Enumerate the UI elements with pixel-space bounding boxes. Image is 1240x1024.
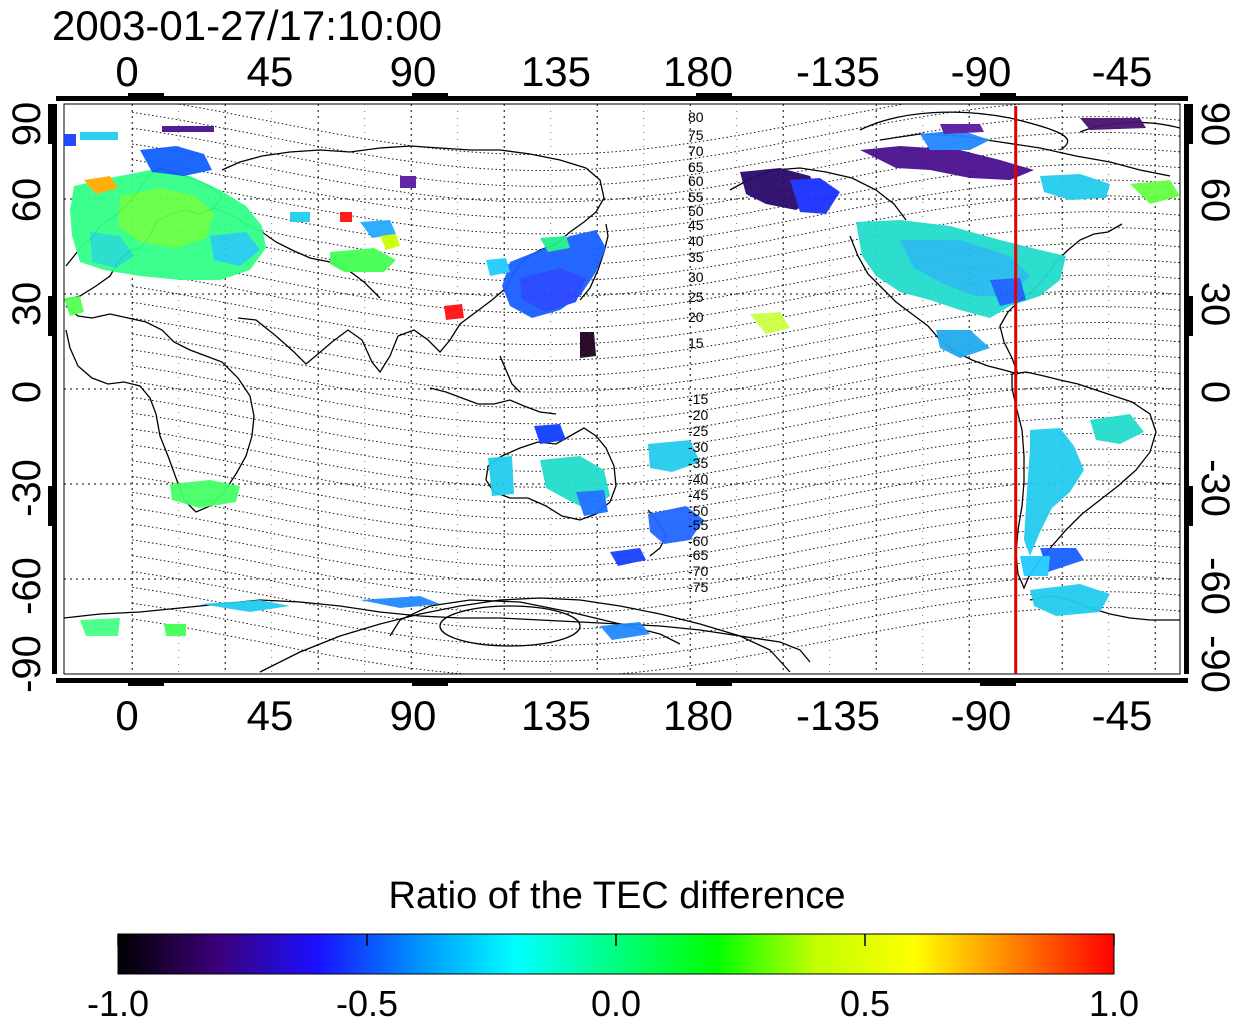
contour-label: 50 <box>688 203 704 219</box>
longitude-tick-label: -90 <box>951 48 1012 95</box>
contour-label: -60 <box>688 533 708 549</box>
latitude-tick-label: 90 <box>1193 102 1237 147</box>
longitude-tick-label: -90 <box>951 692 1012 739</box>
contour-label: -65 <box>688 547 708 563</box>
contour-label: 45 <box>688 217 704 233</box>
longitude-tick-label: 45 <box>247 48 294 95</box>
colorbar-tick-label: 1.0 <box>1089 983 1139 1024</box>
timestamp-title: 2003-01-27/17:10:00 <box>52 2 442 49</box>
latitude-tick-label: -30 <box>1193 459 1237 517</box>
longitude-tick-label: 180 <box>663 48 733 95</box>
longitude-tick-label: 45 <box>247 692 294 739</box>
latitude-tick-label: 0 <box>5 381 49 403</box>
contour-label: 40 <box>688 233 704 249</box>
longitude-tick-label: 90 <box>390 48 437 95</box>
longitude-tick-label: 0 <box>115 48 138 95</box>
contour-label: -45 <box>688 487 708 503</box>
contour-label: -30 <box>688 439 708 455</box>
longitude-tick-label: -135 <box>796 48 880 95</box>
contour-label: -70 <box>688 563 708 579</box>
colorbar-tick-label: 0.5 <box>840 983 890 1024</box>
longitude-labels-bottom: 0 45 90 135 180 -135 -90 -45 <box>115 692 1152 739</box>
longitude-tick-label: -45 <box>1092 692 1153 739</box>
colorbar-tick-label: -0.5 <box>336 983 398 1024</box>
latitude-tick-label: 30 <box>1193 282 1237 327</box>
latitude-tick-label: -90 <box>5 635 49 693</box>
latitude-tick-label: 60 <box>5 178 49 223</box>
axis-frame <box>48 93 1193 686</box>
contour-label: 35 <box>688 249 704 265</box>
latitude-tick-label: 60 <box>1193 178 1237 223</box>
latitude-labels-right: 90 60 30 0 -30 -60 -90 <box>1193 102 1237 693</box>
contour-label: 30 <box>688 269 704 285</box>
tec-data-patches <box>64 118 1180 640</box>
contour-label: 60 <box>688 173 704 189</box>
contour-label: -50 <box>688 503 708 519</box>
longitude-tick-label: 180 <box>663 692 733 739</box>
longitude-tick-label: -45 <box>1092 48 1153 95</box>
contour-label: -55 <box>688 517 708 533</box>
contour-label: 25 <box>688 289 704 305</box>
contour-label: 20 <box>688 309 704 325</box>
contour-label: 80 <box>688 109 704 125</box>
contour-label: -15 <box>688 391 708 407</box>
latitude-labels-left: 90 60 30 0 -30 -60 -90 <box>5 102 49 693</box>
latitude-tick-label: 0 <box>1193 381 1237 403</box>
longitude-tick-label: 0 <box>115 692 138 739</box>
colorbar-tick-label: 0.0 <box>591 983 641 1024</box>
contour-label: -25 <box>688 423 708 439</box>
contour-label: -40 <box>688 471 708 487</box>
colorbar-tick-label: -1.0 <box>87 983 149 1024</box>
contour-label: 55 <box>688 189 704 205</box>
contour-label: 75 <box>688 127 704 143</box>
latitude-tick-label: -60 <box>1193 557 1237 615</box>
latitude-tick-label: 30 <box>5 282 49 327</box>
contour-label: 15 <box>688 335 704 351</box>
longitude-labels-top: 0 45 90 135 180 -135 -90 -45 <box>115 48 1152 95</box>
latitude-tick-label: 90 <box>5 102 49 147</box>
latitude-tick-label: -60 <box>5 557 49 615</box>
contour-label: -35 <box>688 455 708 471</box>
contour-label: 70 <box>688 143 704 159</box>
longitude-tick-label: -135 <box>796 692 880 739</box>
latitude-tick-label: -30 <box>5 459 49 517</box>
longitude-tick-label: 135 <box>521 692 591 739</box>
contour-label: -20 <box>688 407 708 423</box>
colorbar-ticks: -1.0 -0.5 0.0 0.5 1.0 <box>87 934 1139 1024</box>
contour-label: 65 <box>688 159 704 175</box>
latitude-tick-label: -90 <box>1193 635 1237 693</box>
colorbar-title: Ratio of the TEC difference <box>389 875 846 917</box>
longitude-tick-label: 135 <box>521 48 591 95</box>
longitude-tick-label: 90 <box>390 692 437 739</box>
contour-label: -75 <box>688 579 708 595</box>
